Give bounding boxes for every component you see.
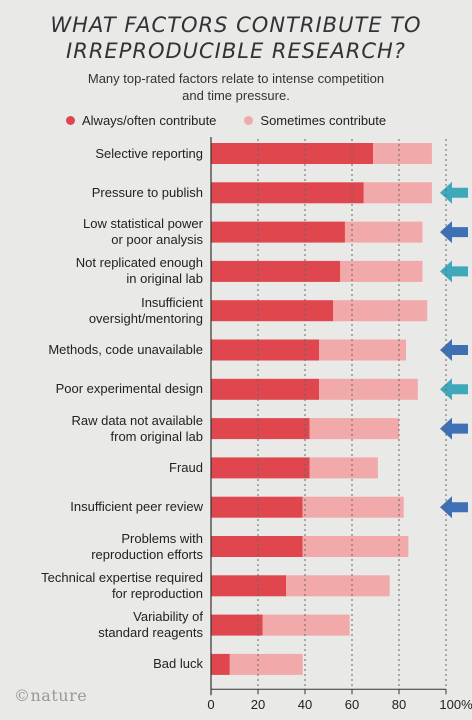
legend-swatch-always: [66, 116, 75, 125]
arrow-blue-icon: [440, 496, 468, 519]
category-label-line: Variability of: [133, 609, 203, 625]
bar-sometimes: [363, 182, 432, 204]
category-label-line: standard reagents: [98, 625, 203, 641]
arrow-blue-icon: [440, 339, 468, 361]
bar-always: [211, 260, 341, 282]
bar-sometimes: [229, 653, 303, 675]
category-label: Bad luck: [3, 656, 203, 672]
category-label: Pressure to publish: [3, 185, 203, 201]
category-label-line: Pressure to publish: [91, 184, 203, 200]
bar-always: [211, 496, 303, 518]
category-label-line: Bad luck: [153, 656, 203, 672]
bar-sometimes: [333, 300, 428, 322]
bar-sometimes: [309, 457, 378, 479]
category-label: Insufficient oversight/mentoring: [3, 295, 203, 327]
chart-subtitle-line-1: Many top-rated factors relate to intense…: [87, 71, 385, 86]
arrow-teal-icon: [440, 378, 468, 401]
category-label-line: Low statistical power: [83, 216, 203, 232]
bar-always: [211, 457, 310, 479]
arrow-teal-icon: [440, 260, 468, 283]
bar-sometimes: [262, 614, 350, 636]
bar-sometimes: [344, 221, 423, 243]
arrow-blue-icon: [440, 221, 468, 244]
bar-always: [211, 653, 230, 675]
bar-always: [211, 575, 287, 597]
category-label-line: Insufficient peer review: [70, 499, 203, 515]
x-tick-label: 40: [298, 697, 312, 712]
legend-item-sometimes: Sometimes contribute: [244, 113, 386, 128]
bar-sometimes: [302, 496, 404, 518]
x-tick-label: 100%: [439, 697, 472, 712]
category-label-line: from original lab: [110, 428, 204, 444]
legend-swatch-sometimes: [244, 116, 254, 125]
bar-sometimes: [319, 378, 418, 400]
bar-sometimes: [319, 339, 407, 361]
bar-sometimes: [340, 260, 423, 282]
category-label-line: reproduction efforts: [91, 546, 203, 562]
chart-title-line-1: WHAT FACTORS CONTRIBUTE TO: [50, 13, 422, 37]
category-label: Technical expertise required for reproduc…: [3, 570, 203, 602]
category-label-line: for reproduction: [111, 585, 203, 601]
bar-always: [211, 143, 374, 164]
category-label: Low statistical power or poor analysis: [3, 216, 203, 248]
category-label-line: Technical expertise required: [41, 569, 203, 585]
category-label-line: Problems with: [121, 530, 203, 546]
nature-logo: ©nature: [14, 686, 88, 705]
arrow-teal-icon: [440, 181, 468, 204]
category-label-line: Fraud: [169, 459, 203, 475]
category-label-line: in original lab: [126, 271, 203, 287]
category-label: Poor experimental design: [3, 381, 203, 397]
category-label-line: or poor analysis: [111, 232, 203, 248]
category-label-line: Insufficient: [141, 294, 203, 310]
x-tick-label: 0: [207, 697, 214, 712]
category-label-line: Raw data not available: [71, 412, 203, 428]
category-label: Raw data not available from original lab: [3, 413, 203, 445]
bar-always: [211, 182, 364, 204]
bar-always: [211, 339, 320, 361]
chart-subtitle: Many top-rated factors relate to intense…: [0, 70, 472, 104]
chart-subtitle-line-2: and time pressure.: [182, 88, 290, 103]
category-label-line: Poor experimental design: [55, 381, 203, 397]
bar-always: [211, 221, 345, 243]
category-label-line: Selective reporting: [95, 145, 203, 161]
category-label-line: Methods, code unavailable: [48, 342, 203, 357]
category-label: Problems with reproduction efforts: [3, 531, 203, 563]
category-label: Not replicated enough in original lab: [3, 255, 203, 287]
category-label-line: oversight/mentoring: [88, 310, 203, 326]
legend-label-always: Always/often contribute: [82, 113, 217, 128]
x-tick-label: 20: [251, 697, 265, 712]
arrow-blue-icon: [440, 417, 468, 440]
bar-always: [211, 418, 310, 440]
x-tick-label: 80: [392, 697, 406, 712]
legend-label-sometimes: Sometimes contribute: [260, 113, 387, 128]
chart-legend: Always/often contribute Sometimes contri…: [66, 113, 414, 128]
bar-sometimes: [309, 418, 399, 440]
category-label: Variability of standard reagents: [3, 609, 203, 641]
chart-title: WHAT FACTORS CONTRIBUTE TO IRREPRODUCIBL…: [0, 12, 472, 64]
bar-always: [211, 536, 303, 557]
category-label: Methods, code unavailable: [3, 342, 203, 358]
category-label-line: Not replicated enough: [75, 255, 203, 271]
bar-sometimes: [302, 536, 409, 557]
bar-always: [211, 300, 334, 322]
bar-sometimes: [373, 143, 432, 164]
category-label: Selective reporting: [3, 146, 203, 162]
bar-always: [211, 614, 263, 636]
bar-sometimes: [286, 575, 390, 597]
legend-item-always: Always/often contribute: [66, 113, 216, 128]
category-label: Fraud: [3, 460, 203, 476]
chart-title-line-2: IRREPRODUCIBLE RESEARCH?: [66, 39, 406, 63]
x-tick-label: 60: [345, 697, 359, 712]
bar-always: [211, 378, 320, 400]
category-label: Insufficient peer review: [3, 499, 203, 515]
